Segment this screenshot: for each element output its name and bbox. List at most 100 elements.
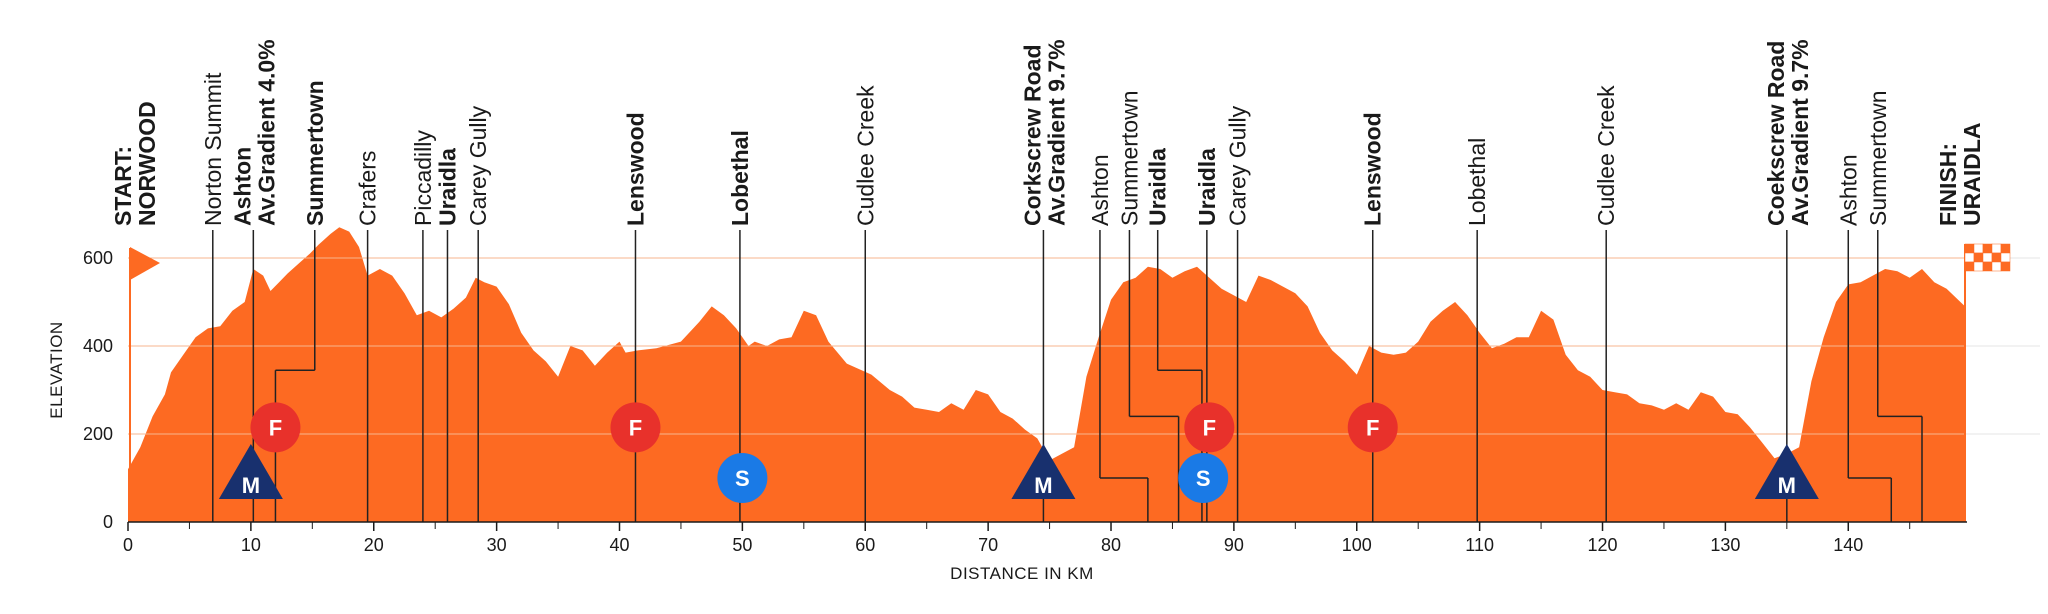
- x-tick-label: 40: [609, 535, 629, 555]
- finish-flag-square: [1982, 261, 1993, 272]
- sprint-circle: [1178, 453, 1229, 503]
- finish-flag-square: [1964, 252, 1975, 263]
- y-tick-label: 200: [83, 424, 113, 444]
- location-label: Corkscrew Road: [1019, 44, 1045, 226]
- location-label: Uraidla: [1145, 148, 1171, 226]
- y-tick-label: 600: [83, 248, 113, 268]
- location-9: Lobethal: [727, 130, 753, 522]
- location-label: Carey Gully: [465, 105, 491, 226]
- location-label: Ashton: [1087, 154, 1113, 226]
- location-10: Cudlee Creek: [852, 85, 878, 522]
- location-label: Ashton: [1835, 154, 1861, 226]
- location-label: Piccadilly: [410, 130, 436, 226]
- x-tick-label: 130: [1710, 535, 1740, 555]
- x-tick-label: 70: [978, 535, 998, 555]
- finish-flag-square: [1982, 243, 1993, 254]
- feed_zone-marker: F: [250, 402, 301, 453]
- x-tick-label: 120: [1587, 535, 1617, 555]
- location-21: Ashton: [1835, 154, 1893, 522]
- location-8: Lenswood: [622, 112, 648, 522]
- x-tick-label: 110: [1465, 535, 1494, 555]
- location-5: Piccadilly: [410, 130, 436, 522]
- location-17: Lenswood: [1360, 112, 1386, 522]
- x-tick-label: 30: [487, 535, 507, 555]
- location-label: Carey Gully: [1225, 105, 1251, 226]
- location-label: Ashton: [229, 147, 255, 226]
- finish-flag-square: [1991, 243, 2002, 254]
- location-4: Crafers: [355, 151, 381, 522]
- kom-marker: M: [1754, 444, 1819, 499]
- location-label: Summertown: [1116, 91, 1142, 226]
- sprint-circle: [717, 453, 768, 503]
- location-label-line2: Av.Gradient 9.7%: [1787, 39, 1813, 226]
- feed_zone-letter: F: [269, 415, 282, 440]
- start-flag: [130, 247, 160, 280]
- finish-flag-square: [1991, 252, 2002, 263]
- x-tick-label: 90: [1224, 535, 1244, 555]
- finish-flag-square: [1973, 243, 1984, 254]
- kom-triangle: [218, 444, 283, 499]
- grid-lines-over-area: [128, 257, 1965, 435]
- sprint-letter: S: [1196, 466, 1211, 491]
- finish-flag-square: [2000, 252, 2011, 263]
- location-label-line2: Av.Gradient 9.7%: [1043, 39, 1069, 226]
- finish-flag-square: [1982, 252, 1993, 263]
- x-tick-label: 100: [1342, 535, 1372, 555]
- location-label: Crafers: [355, 151, 381, 226]
- x-tick-label: 140: [1833, 535, 1863, 555]
- race-markers: M F F S M F S F M: [218, 402, 1819, 503]
- location-13: Summertown: [1116, 91, 1180, 522]
- location-label: Coekscrew Road: [1763, 41, 1789, 226]
- location-label: Uraidla: [434, 148, 460, 226]
- sprint-marker: S: [717, 453, 768, 503]
- location-19: Cudlee Creek: [1593, 85, 1619, 522]
- feed_zone-letter: F: [1203, 415, 1216, 440]
- location-label: START:: [110, 146, 136, 226]
- location-22: Summertown: [1865, 91, 1923, 522]
- location-12: Ashton: [1087, 154, 1149, 522]
- location-label: Uraidla: [1194, 148, 1220, 226]
- location-16: Carey Gully: [1225, 105, 1251, 522]
- location-label: Cudlee Creek: [852, 85, 878, 226]
- x-tick-label: 50: [732, 535, 752, 555]
- feed_zone-marker: F: [1184, 402, 1235, 453]
- location-label: Norton Summit: [200, 72, 226, 226]
- location-7: Carey Gully: [465, 105, 491, 522]
- kom-letter: M: [242, 473, 260, 498]
- y-axis-title: ELEVATION: [47, 321, 66, 418]
- finish-flag-square: [2000, 261, 2011, 272]
- x-axis-title: DISTANCE IN KM: [950, 564, 1094, 583]
- feed_zone-circle: [1347, 402, 1398, 453]
- feed_zone-letter: F: [629, 415, 642, 440]
- finish-flag: [1964, 243, 2011, 272]
- location-label-line2: NORWOOD: [134, 101, 160, 226]
- finish-flag-square: [2000, 243, 2011, 254]
- x-tick-label: 0: [123, 535, 133, 555]
- location-6: Uraidla: [434, 148, 460, 522]
- location-15: Uraidla: [1194, 148, 1220, 522]
- x-tick-label: 20: [364, 535, 384, 555]
- feed_zone-marker: F: [610, 402, 661, 453]
- sprint-marker: S: [1178, 453, 1229, 503]
- feed_zone-marker: F: [1347, 402, 1398, 453]
- location-3: Summertown: [274, 80, 328, 522]
- location-label-line2: Av.Gradient 4.0%: [253, 39, 279, 226]
- finish-flag-square: [1973, 261, 1984, 272]
- location-label: Summertown: [1865, 91, 1891, 226]
- axes: 0 10 20 30 40 50 60 70 80 90 100 110 120 130 140 0 200 40…: [83, 248, 1967, 555]
- elevation-area-path: [128, 227, 1965, 522]
- finish-flag-square: [1991, 261, 2002, 272]
- location-label: Lenswood: [1360, 112, 1386, 226]
- kom-letter: M: [1778, 473, 1796, 498]
- location-label: Lobethal: [727, 130, 753, 226]
- finish-flag-square: [1964, 243, 1975, 254]
- location-18: Lobethal: [1464, 138, 1490, 522]
- location-0: START:NORWOOD: [110, 101, 160, 226]
- x-tick-label: 10: [241, 535, 261, 555]
- location-23: FINISH:URAIDLA: [1935, 123, 1985, 227]
- y-tick-label: 400: [83, 336, 113, 356]
- location-label: Cudlee Creek: [1593, 85, 1619, 226]
- feed_zone-circle: [250, 402, 301, 453]
- location-1: Norton Summit: [200, 72, 226, 522]
